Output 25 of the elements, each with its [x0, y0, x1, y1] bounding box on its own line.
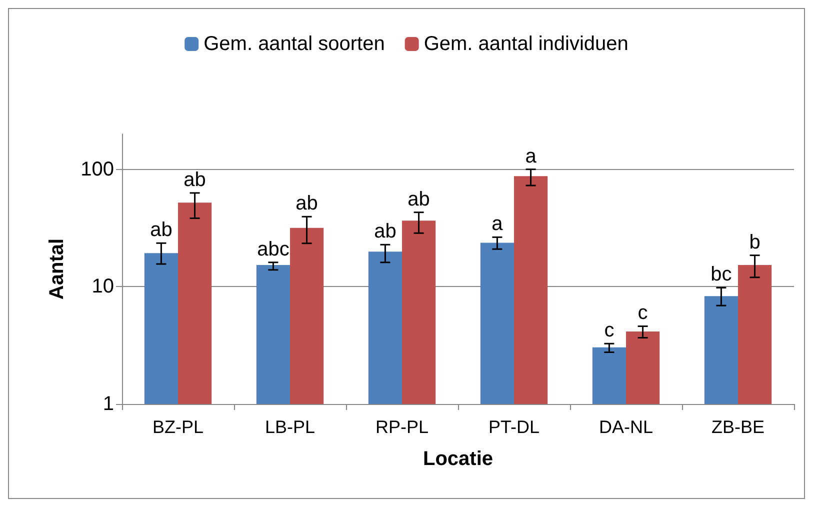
data-label: abc	[257, 238, 290, 260]
y-axis-title: Aantal	[46, 238, 68, 300]
data-label: b	[749, 231, 760, 254]
x-tick-label: RP-PL	[375, 417, 429, 437]
data-label: ab	[408, 188, 430, 210]
y-tick-label: 10	[92, 276, 114, 298]
x-tick-label: BZ-PL	[152, 417, 204, 437]
legend-label: Gem. aantal soorten	[204, 33, 385, 55]
data-label: ab	[374, 220, 396, 243]
x-tick-label: ZB-BE	[711, 417, 765, 437]
data-label: a	[525, 145, 538, 168]
x-tick-label: DA-NL	[598, 417, 654, 437]
data-label: bc	[710, 264, 732, 286]
legend-label: Gem. aantal individuen	[424, 33, 628, 55]
x-tick-label: LB-PL	[264, 417, 316, 437]
x-axis-title: Locatie	[422, 448, 494, 470]
data-label: a	[492, 213, 504, 236]
data-label: ab	[150, 219, 172, 242]
data-label: ab	[184, 168, 206, 191]
x-tick-label: PT-DL	[488, 417, 540, 437]
data-label: c	[604, 320, 614, 342]
y-tick-label: 1	[102, 393, 114, 415]
data-label: c	[638, 302, 648, 324]
y-tick-label: 100	[80, 158, 114, 180]
data-label: ab	[296, 192, 318, 215]
